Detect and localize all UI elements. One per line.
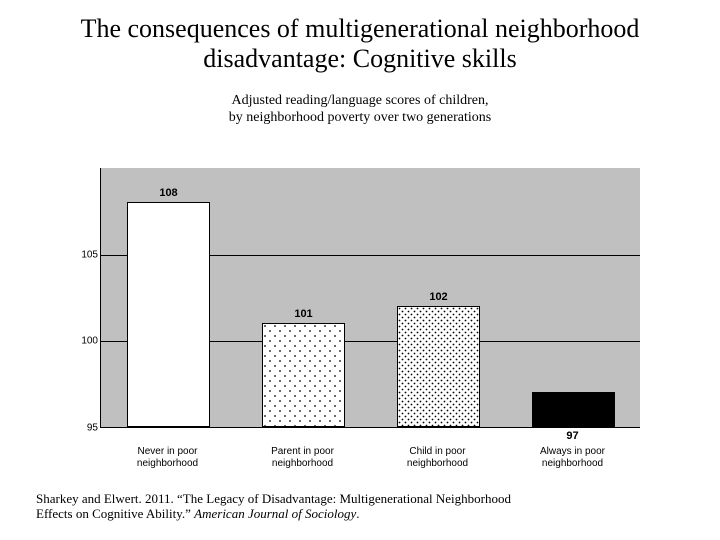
bar-value-label: 101 — [294, 308, 312, 320]
bar — [397, 306, 481, 427]
bar-value-label: 97 — [566, 430, 578, 442]
bar — [127, 202, 211, 427]
chart-container: Adjusted score on cognitive assessment 1… — [70, 168, 650, 458]
chart-title: Adjusted reading/language scores of chil… — [0, 92, 720, 127]
bar-value-label: 108 — [159, 187, 177, 199]
x-axis-labels: Never in poorneighborhood Parent in poorn… — [100, 446, 640, 476]
x-category-label: Child in poorneighborhood — [378, 446, 498, 469]
slide-title-line2: disadvantage: Cognitive skills — [203, 44, 516, 73]
y-tick-label: 95 — [78, 423, 98, 434]
chart-title-line1: Adjusted reading/language scores of chil… — [232, 93, 489, 108]
citation-journal: American Journal of Sociology — [194, 506, 356, 521]
bar-value-label: 102 — [429, 291, 447, 303]
x-category-label: Never in poorneighborhood — [108, 446, 228, 469]
slide-title-line1: The consequences of multigenerational ne… — [81, 14, 640, 43]
y-tick-label: 105 — [78, 249, 98, 260]
slide-title: The consequences of multigenerational ne… — [0, 0, 720, 74]
plot-area: 108 101 102 — [100, 168, 640, 428]
y-tick-label: 100 — [78, 336, 98, 347]
chart-title-line2: by neighborhood poverty over two generat… — [229, 110, 491, 125]
x-category-label: Always in poorneighborhood — [513, 446, 633, 469]
x-category-label: Parent in poorneighborhood — [243, 446, 363, 469]
citation-suffix: . — [356, 506, 359, 521]
bar — [262, 323, 346, 427]
citation: Sharkey and Elwert. 2011. “The Legacy of… — [36, 491, 516, 522]
bar — [532, 392, 616, 427]
